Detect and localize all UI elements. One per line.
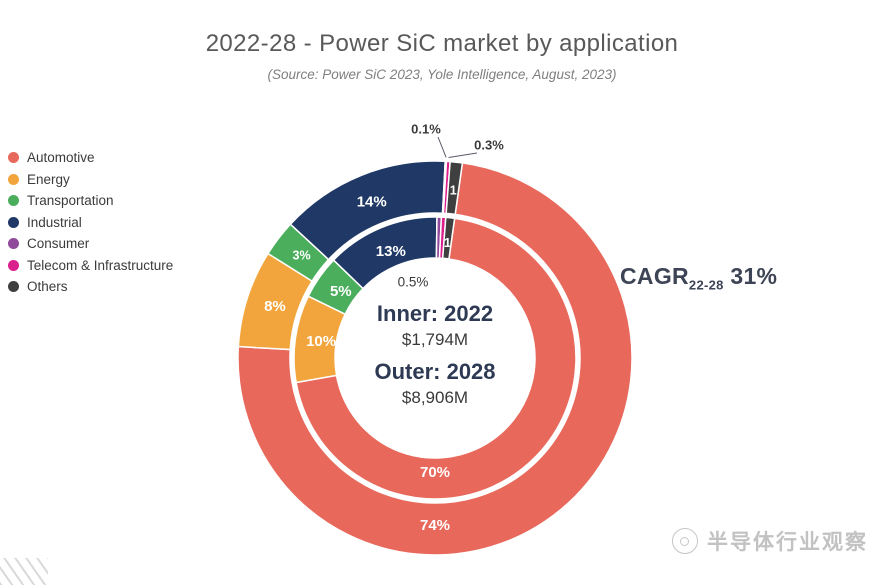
legend-dot-transportation xyxy=(8,195,19,206)
callout-label-telecom-infrastructure: 0.3% xyxy=(474,137,504,152)
callout-line-consumer xyxy=(437,136,447,158)
legend-label-others: Others xyxy=(27,279,68,294)
legend-dot-energy xyxy=(8,173,19,185)
inner-label-transportation: 5% xyxy=(330,283,352,300)
inner-label-consumer-telecom: 0.5% xyxy=(398,275,429,290)
inner-slice-others xyxy=(441,216,456,260)
watermark-text: 半导体行业观察 xyxy=(707,531,868,554)
watermark-logo-icon xyxy=(672,528,698,554)
chart-title: 2022-28 - Power SiC market by applicatio… xyxy=(205,30,679,57)
legend-item-automotive: Automotive xyxy=(8,150,173,165)
legend-dot-telecom-infrastructure xyxy=(8,259,19,271)
outer-year-label: Outer: 2028 xyxy=(374,359,496,384)
outer-slice-others xyxy=(445,160,464,216)
outer-year-value: $8,906M xyxy=(401,388,469,407)
legend-item-industrial: Industrial xyxy=(8,215,173,230)
legend-dot-consumer xyxy=(8,238,19,249)
legend-item-consumer: Consumer xyxy=(8,236,173,251)
inner-slice-automotive xyxy=(295,217,577,500)
legend-dot-others xyxy=(8,281,19,292)
cagr-annotation: CAGR22-28 31% xyxy=(620,263,777,293)
inner-label-energy: 10% xyxy=(306,333,336,350)
outer-label-others: 1 xyxy=(450,183,457,197)
inner-year-value: $1,794M xyxy=(401,330,469,349)
callout-label-consumer: 0.1% xyxy=(411,121,441,136)
legend-label-consumer: Consumer xyxy=(27,236,90,251)
legend-dot-automotive xyxy=(8,152,19,163)
legend-label-industrial: Industrial xyxy=(27,214,82,230)
legend-label-automotive: Automotive xyxy=(27,150,95,165)
inner-year-label: Inner: 2022 xyxy=(376,301,494,326)
chart-legend: Automotive Energy Transportation Industrial… xyxy=(8,150,173,294)
outer-label-automotive: 74% xyxy=(420,517,450,534)
legend-item-transportation: Transportation xyxy=(8,193,173,208)
legend-item-others: Others xyxy=(8,279,173,294)
outer-label-energy: 8% xyxy=(264,298,286,315)
legend-label-transportation: Transportation xyxy=(27,193,114,208)
corner-hatch-decoration xyxy=(0,558,48,585)
legend-label-energy: Energy xyxy=(27,171,70,187)
cagr-subscript: 22-28 xyxy=(688,277,724,293)
donut-center-text: Inner: 2022 $1,794M Outer: 2028 $8,906M xyxy=(325,301,545,417)
outer-label-transportation: 3% xyxy=(293,248,311,262)
callout-line-telecom-infrastructure xyxy=(448,152,478,158)
outer-label-industrial: 14% xyxy=(357,193,387,210)
legend-label-telecom-infrastructure: Telecom & Infrastructure xyxy=(27,257,174,273)
cagr-value: 31% xyxy=(730,263,778,289)
legend-item-energy: Energy xyxy=(8,172,173,187)
inner-label-industrial: 13% xyxy=(376,243,406,260)
inner-label-automotive: 70% xyxy=(420,464,450,481)
watermark: 半导体行业观察 xyxy=(672,526,868,556)
chart-subtitle: (Source: Power SiC 2023, Yole Intelligen… xyxy=(267,67,617,82)
inner-label-others: 1 xyxy=(444,236,451,250)
legend-item-telecom-infrastructure: Telecom & Infrastructure xyxy=(8,258,173,273)
outer-slice-automotive xyxy=(237,162,633,556)
cagr-label: CAGR xyxy=(620,263,689,289)
legend-dot-industrial xyxy=(8,216,19,228)
chart-header: 2022-28 - Power SiC market by applicatio… xyxy=(0,30,884,82)
